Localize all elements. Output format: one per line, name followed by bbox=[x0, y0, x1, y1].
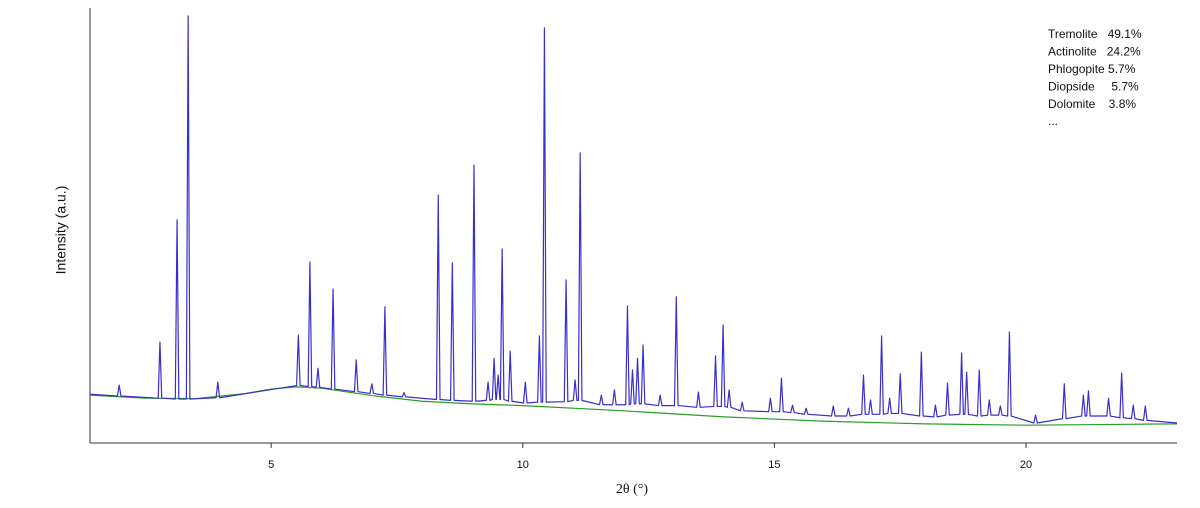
phase-annotation: Tremolite 49.1% bbox=[1048, 27, 1142, 41]
phase-annotation: Dolomite 3.8% bbox=[1048, 97, 1136, 111]
phase-annotation: Diopside 5.7% bbox=[1048, 79, 1139, 93]
x-tick-label: 15 bbox=[768, 459, 780, 471]
phase-annotation: Phlogopite 5.7% bbox=[1048, 62, 1136, 76]
pattern-line bbox=[89, 15, 1178, 424]
phase-annotation: ... bbox=[1048, 114, 1058, 128]
pattern-line bbox=[89, 386, 1178, 426]
y-axis-label: Intensity (a.u.) bbox=[53, 186, 69, 275]
x-tick-label: 10 bbox=[517, 459, 529, 471]
x-tick-label: 5 bbox=[268, 459, 274, 471]
x-tick-label: 20 bbox=[1020, 459, 1032, 471]
phase-annotation: Actinolite 24.2% bbox=[1048, 45, 1141, 59]
x-axis-label: 2θ (°) bbox=[616, 482, 648, 497]
